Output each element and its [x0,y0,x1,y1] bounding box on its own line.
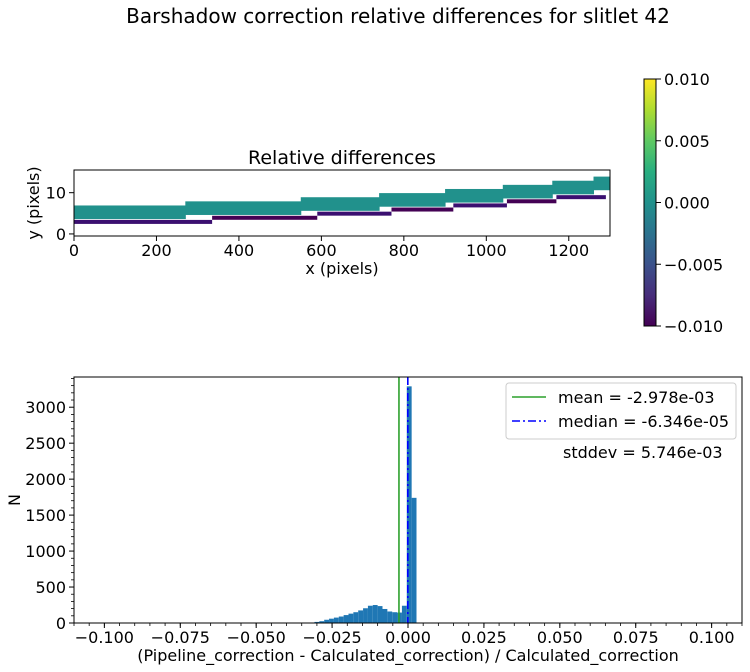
histogram-bar-11 [367,605,373,623]
histogram-bar-13 [377,606,383,623]
heatmap-step-2 [300,197,380,211]
heatmap-x-axis: 0 200 400 600 800 1000 1200 [69,236,589,260]
heatmap-xtick-label: 0 [69,241,79,260]
histogram-ytick-label: 1000 [25,542,66,561]
histogram-xtick-label: −0.100 [75,628,134,647]
histogram-bar-0 [314,621,320,623]
histogram-x-axis: −0.100 −0.075 −0.050 −0.025 0.000 0.025 0.050 0… [73,623,743,647]
histogram-bar-4 [333,617,339,623]
heatmap-edge-6 [556,195,606,200]
heatmap-frame [73,169,611,237]
legend-median-label: median = -6.346e-05 [558,412,729,431]
heatmap-step-5 [502,184,553,199]
histogram-xlabel: (Pipeline_correction - Calculated_correc… [137,646,679,666]
histogram-xtick-label: 0.050 [537,628,583,647]
histogram-xtick-label: 0.000 [385,628,431,647]
histogram-xtick-label: −0.025 [302,628,361,647]
heatmap-edge-2 [317,211,392,216]
heatmap-edge-5 [506,199,557,204]
legend-mean-label: mean = -2.978e-03 [558,388,715,407]
heatmap-ytick-label: 0 [56,225,66,244]
histogram-ytick-label: 500 [35,578,66,597]
heatmap-image [74,176,610,224]
heatmap-xtick-label: 600 [306,241,337,260]
heatmap-step-7 [593,176,610,191]
histogram-ytick-label: 3000 [25,398,66,417]
histogram-xtick-label: −0.050 [227,628,286,647]
histogram-bar-2 [324,619,330,623]
histogram-legend: mean = -2.978e-03 median = -6.346e-05 [505,382,737,440]
histogram-xtick-label: 0.025 [461,628,507,647]
histogram-xtick-label: 0.075 [613,628,659,647]
heatmap-ylabel: y (pixels) [24,166,43,239]
histogram-ytick-label: 1500 [25,506,66,525]
histogram-bar-6 [343,615,349,623]
heatmap-step-6 [552,180,595,195]
colorbar-tick-label: 0.000 [664,194,710,213]
histogram-bar-10 [363,608,368,623]
histogram-bar-9 [358,610,364,623]
heatmap-step-4 [445,188,504,203]
heatmap-panel: Relative differences 0 200 400 600 800 1000 12… [24,147,611,278]
heatmap-xtick-label: 1200 [548,241,589,260]
histogram-bar-12 [372,605,378,623]
heatmap-edge-0 [74,219,213,224]
histogram-stat-lines [398,377,409,623]
heatmap-xtick-label: 1000 [466,241,507,260]
histogram-ytick-label: 0 [56,614,66,633]
histogram-bar-18 [401,605,407,623]
heatmap-xtick-label: 400 [224,241,255,260]
histogram-ytick-label: 2000 [25,470,66,489]
histogram-xtick-label: −0.075 [151,628,210,647]
colorbar-gradient [643,78,657,327]
histogram-ytick-label: 2500 [25,434,66,453]
histogram-bar-20 [411,497,417,623]
histogram-bar-14 [382,608,388,623]
heatmap-step-3 [379,193,446,207]
heatmap-ytick-label: 10 [46,184,66,203]
histogram-bar-8 [353,612,359,623]
histogram-bar-16 [392,612,398,623]
heatmap-title: Relative differences [248,147,436,169]
heatmap-y-axis: 0 10 [46,184,74,244]
histogram-bar-5 [338,616,344,623]
histogram-bar-3 [329,618,334,623]
heatmap-step-1 [185,201,302,215]
histogram-y-axis: 0 500 1000 1500 2000 2500 3000 [25,378,74,633]
heatmap-edge-4 [453,203,507,208]
legend-box [505,382,737,440]
heatmap-edge-3 [391,207,454,212]
histogram-xtick-label: 0.100 [689,628,735,647]
colorbar-ticks: 0.010 0.005 0.000 −0.005 −0.010 [656,70,723,336]
histogram-bar-19 [406,386,412,623]
colorbar-tick-label: −0.005 [664,255,723,274]
histogram-ylabel: N [5,494,24,506]
heatmap-edge-1 [212,215,318,220]
heatmap-xlabel: x (pixels) [305,259,378,278]
stddev-annotation: stddev = 5.746e-03 [563,443,723,462]
colorbar-tick-label: 0.010 [664,70,710,89]
histogram-bar-15 [387,611,393,623]
heatmap-xtick-label: 800 [389,241,420,260]
heatmap-step-0 [74,205,186,220]
figure-title: Barshadow correction relative difference… [126,4,670,28]
histogram-bars [314,386,417,623]
colorbar-tick-label: 0.005 [664,132,710,151]
colorbar: 0.010 0.005 0.000 −0.005 −0.010 [643,70,723,336]
heatmap-xtick-label: 200 [141,241,172,260]
histogram-bar-1 [319,621,325,623]
colorbar-tick-label: −0.010 [664,317,723,336]
histogram-panel: −0.100 −0.075 −0.050 −0.025 0.000 0.025 0.050 0… [5,376,743,666]
histogram-bar-7 [348,613,354,623]
